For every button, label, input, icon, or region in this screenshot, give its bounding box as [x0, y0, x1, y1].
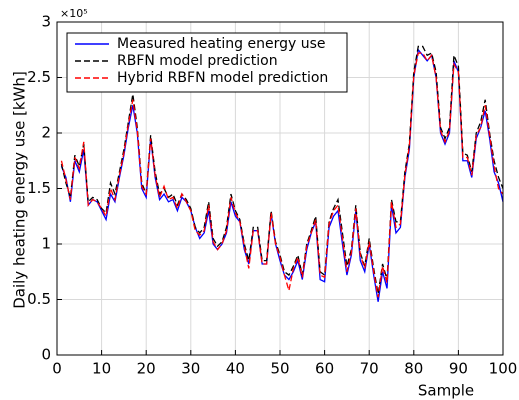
plot-frame: [56, 21, 504, 356]
x-tick-label: 40: [226, 360, 245, 378]
y-tick-label: 2: [41, 124, 51, 142]
x-tick-label: 50: [270, 360, 289, 378]
y-tick-label: 1: [41, 235, 51, 253]
x-tick-label: 30: [181, 360, 200, 378]
x-tick-label: 100: [489, 360, 518, 378]
y-tick-label: 0: [41, 346, 51, 364]
legend-label: Measured heating energy use: [117, 36, 326, 52]
x-tick-label: 60: [315, 360, 334, 378]
x-tick-label: 90: [449, 360, 468, 378]
legend-box: [66, 32, 348, 93]
series-line: [60, 45, 504, 295]
x-axis-label: Sample: [418, 382, 474, 400]
x-tick-label: 70: [360, 360, 379, 378]
y-axis-label: Daily heating energy use [kWh]: [11, 71, 29, 309]
x-tick-label: 10: [92, 360, 111, 378]
legend-label: Hybrid RBFN model prediction: [117, 70, 328, 86]
y-tick-label: 0.5: [27, 290, 51, 308]
y-multiplier: ×10⁵: [60, 7, 88, 20]
legend-label: RBFN model prediction: [117, 53, 278, 69]
y-tick-label: 2.5: [27, 68, 51, 86]
y-tick-label: 1.5: [27, 179, 51, 197]
x-tick-label: 20: [137, 360, 156, 378]
series-line: [60, 52, 504, 298]
x-tick-label: 0: [52, 360, 62, 378]
x-tick-label: 80: [404, 360, 423, 378]
y-tick-label: 3: [41, 13, 51, 31]
